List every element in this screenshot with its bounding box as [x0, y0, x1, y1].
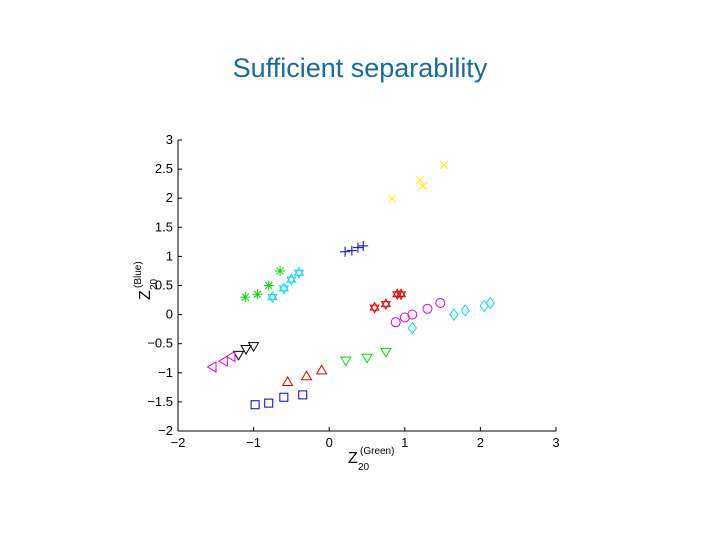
x-label-sub: 20 [358, 462, 370, 473]
data-point [422, 303, 433, 314]
data-point [225, 350, 236, 363]
x-tick-label: 0 [326, 435, 333, 450]
data-point [206, 361, 217, 373]
data-point [264, 398, 274, 408]
y-tick-label: −1.5 [147, 394, 173, 409]
x-tick-label: 2 [477, 435, 484, 450]
y-tick-label: 3 [166, 132, 173, 147]
data-point [395, 288, 407, 301]
y-tick-label: 2.5 [155, 161, 173, 176]
data-point [380, 347, 392, 358]
x-tick-label: 1 [401, 435, 408, 450]
y-label-sup: (Blue) [133, 261, 144, 288]
data-point [240, 345, 252, 356]
data-point [407, 309, 418, 320]
data-point [399, 312, 410, 323]
x-label-base: Z [348, 450, 358, 467]
data-point [369, 301, 380, 314]
data-point [278, 282, 290, 295]
data-point [293, 266, 305, 279]
data-point [339, 356, 352, 367]
data-point [300, 370, 313, 381]
x-tick-label: −1 [246, 435, 261, 450]
y-tick-label: 0 [166, 307, 173, 322]
x-tick-label: −2 [171, 435, 186, 450]
data-point [435, 297, 446, 308]
data-point [449, 308, 459, 321]
data-point [298, 390, 308, 400]
data-point [281, 376, 294, 387]
x-axis-label: Z 20 (Green) [348, 446, 394, 473]
y-tick-label: 2 [166, 190, 173, 205]
y-tick-label: −0.5 [147, 336, 173, 351]
y-axis-label: Z 20 (Blue) [133, 261, 160, 300]
chart-title: Sufficient separability [233, 53, 488, 83]
data-point [439, 160, 449, 170]
data-point [380, 298, 392, 311]
data-point [267, 291, 278, 304]
data-point [407, 321, 417, 335]
data-point [247, 342, 260, 353]
data-point [390, 317, 401, 328]
data-point [232, 350, 245, 361]
data-point [250, 400, 260, 410]
data-point [252, 289, 263, 300]
data-point [340, 246, 351, 257]
data-point [346, 245, 357, 256]
data-point [315, 364, 328, 375]
y-tick-label: −1 [158, 365, 173, 380]
data-point [279, 392, 289, 402]
data-point [240, 292, 251, 303]
data-point [460, 304, 470, 317]
x-tick-label: 3 [552, 435, 559, 450]
data-point [217, 355, 228, 368]
y-tick-label: −2 [158, 423, 173, 438]
data-point [485, 296, 495, 310]
data-point [387, 194, 397, 204]
y-tick-label: 1 [166, 248, 173, 263]
data-point [275, 265, 286, 276]
data-point [352, 242, 363, 253]
data-point [361, 353, 373, 364]
data-point [418, 181, 428, 191]
data-point [263, 280, 274, 291]
data-point [358, 240, 369, 251]
data-point [415, 175, 425, 185]
y-tick-label: 0.5 [155, 278, 173, 293]
x-label-sup: (Green) [360, 446, 394, 457]
data-point [286, 273, 297, 286]
y-tick-label: 1.5 [155, 219, 173, 234]
y-label-base: Z [137, 290, 154, 300]
y-label-sub: 20 [149, 278, 160, 290]
